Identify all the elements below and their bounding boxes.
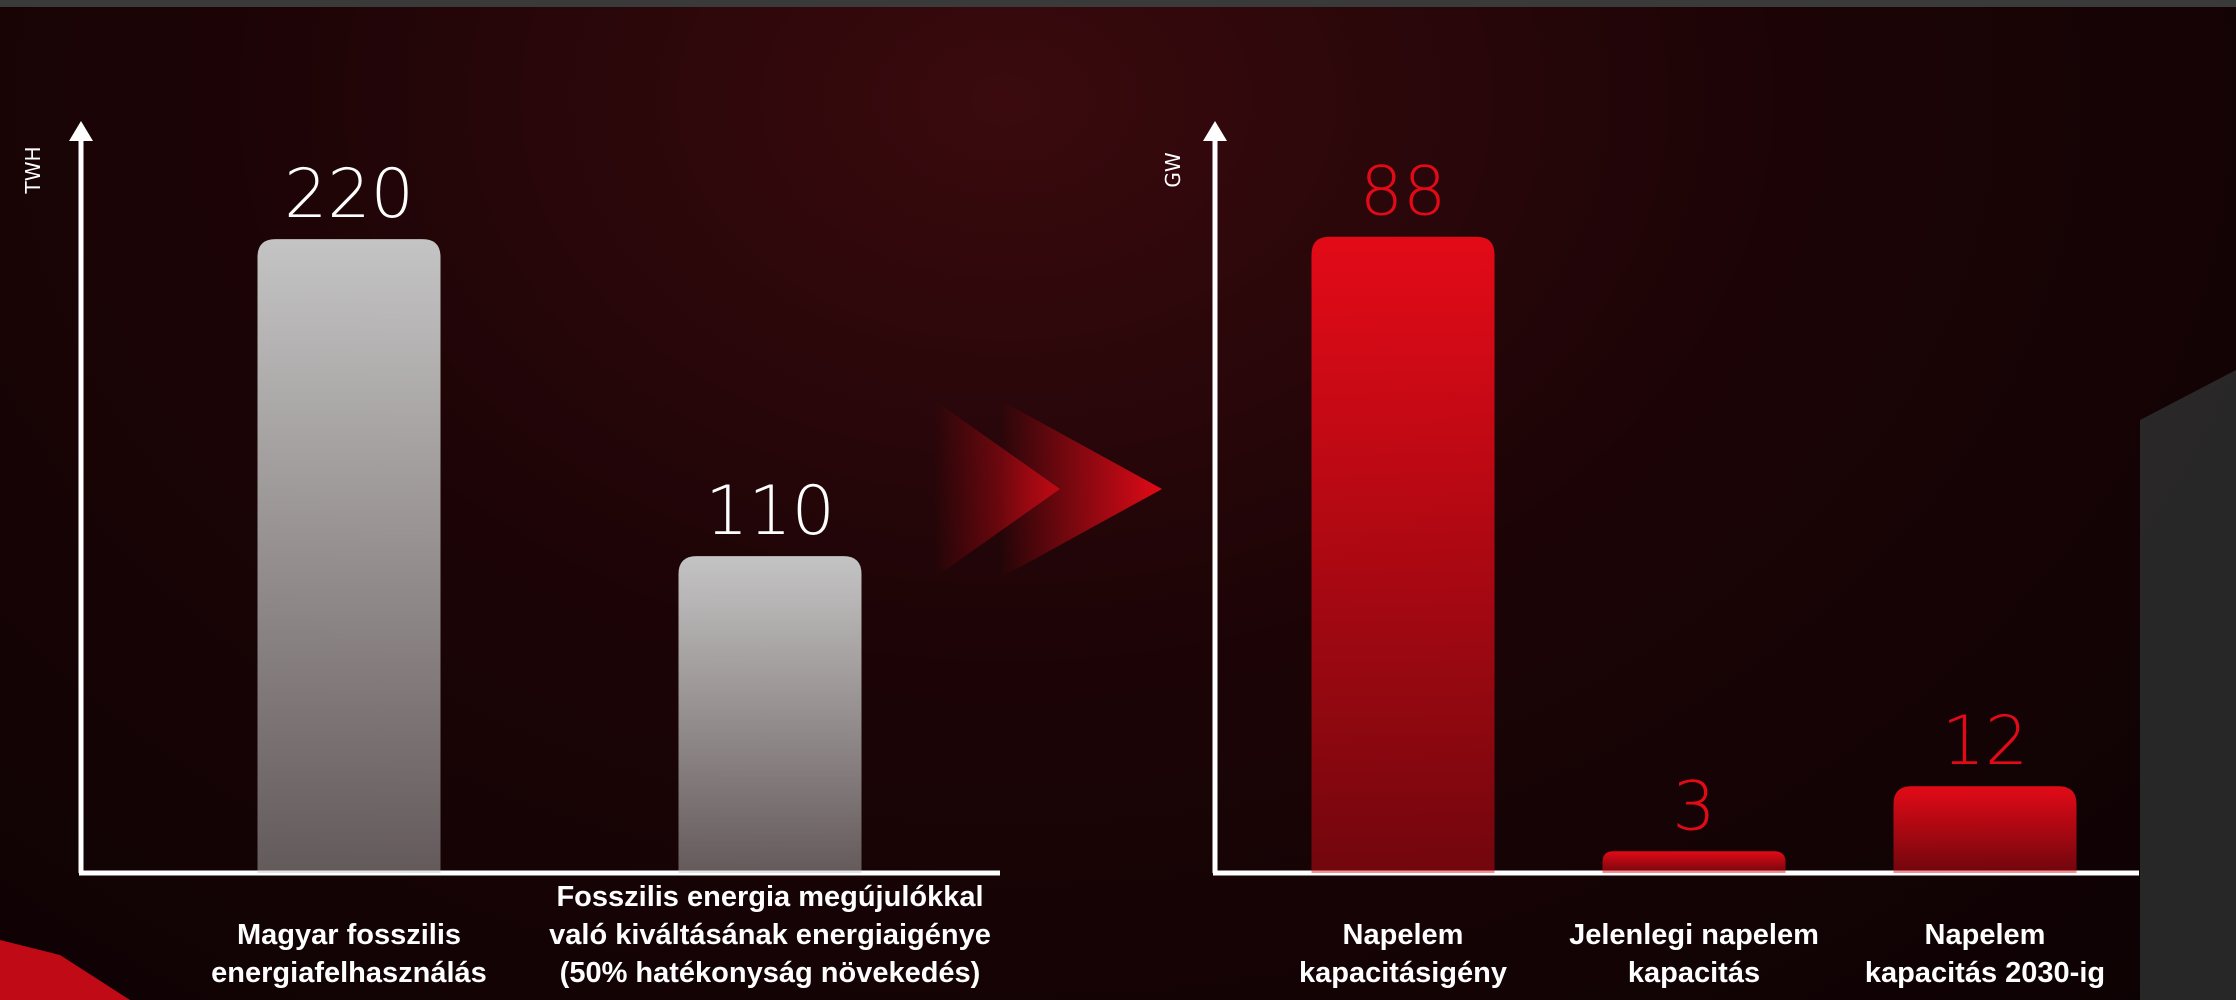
bar xyxy=(678,556,862,873)
value-label: 220 xyxy=(284,155,414,234)
bar xyxy=(1893,786,2077,873)
category-label: Jelenlegi napelem kapacitás xyxy=(1569,919,1819,989)
bar xyxy=(1602,851,1786,873)
y-axis-label: GW xyxy=(1161,152,1185,187)
side-panel xyxy=(2140,370,2236,1000)
category-label: Fosszilis energia megújulókkal való kivá… xyxy=(549,881,991,989)
value-label: 88 xyxy=(1360,153,1447,232)
y-axis-label: TWH xyxy=(21,146,45,194)
axis-arrow xyxy=(69,121,93,141)
category-label: Napelem kapacitás 2030-ig xyxy=(1864,919,2106,989)
bar xyxy=(1311,236,1495,873)
axis-arrow xyxy=(1203,121,1227,141)
category-label: Magyar fosszilis energiafelhasználás xyxy=(211,919,487,989)
value-label: 12 xyxy=(1942,702,2029,781)
corner-accent xyxy=(0,940,130,1000)
arrow xyxy=(1000,400,1162,578)
bar xyxy=(257,239,441,874)
value-label: 110 xyxy=(705,472,835,551)
top-strip xyxy=(0,0,2236,7)
arrow xyxy=(934,400,1060,578)
value-label: 3 xyxy=(1672,767,1715,846)
category-label: Napelem kapacitásigény xyxy=(1299,919,1507,989)
